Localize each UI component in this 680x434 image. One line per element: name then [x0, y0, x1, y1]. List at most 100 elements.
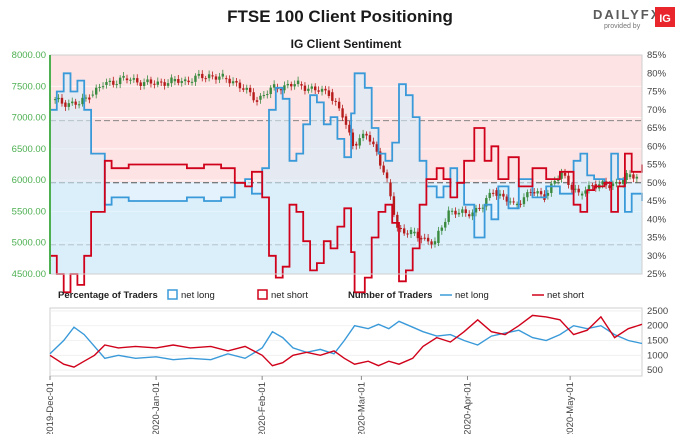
candle-body-70 — [293, 84, 296, 87]
left-axis-ticks: 4500.00 5000.00 5500.00 6000.00 6500.00 7000.… — [12, 50, 46, 280]
legend-pct-short-swatch — [257, 289, 268, 300]
candle-body-59 — [255, 100, 259, 102]
left-tick-label-3: 6000.00 — [12, 175, 46, 186]
candle-body-86 — [348, 124, 351, 133]
right-tick-label-11: 80% — [647, 68, 667, 79]
lower-tick-label-1: 1000 — [647, 350, 668, 361]
candle-body-85 — [344, 116, 348, 125]
candle-body-88 — [355, 143, 358, 146]
candle-body-77 — [317, 90, 320, 92]
candle-body-62 — [266, 94, 269, 96]
lower-tick-label-2: 1500 — [647, 336, 668, 347]
candle-body-72 — [300, 84, 303, 86]
candle-body-14 — [101, 86, 105, 88]
candle-body-165 — [618, 181, 621, 184]
right-tick-label-3: 40% — [647, 214, 667, 225]
candle-body-135 — [515, 203, 519, 206]
candle-body-108 — [423, 237, 426, 239]
lower-gridlines — [50, 310, 642, 371]
candle-body-97 — [385, 172, 389, 179]
legend: Percentage of Traders net long net short… — [58, 289, 584, 301]
candle-body-56 — [245, 87, 248, 90]
candle-body-156 — [587, 185, 591, 191]
candle-body-93 — [372, 141, 375, 145]
ig-logo-text: IG — [659, 13, 671, 25]
right-tick-label-4: 45% — [647, 196, 667, 207]
candle-body-120 — [464, 209, 467, 214]
candle-body-69 — [290, 83, 293, 87]
candle-body-2 — [60, 97, 64, 104]
candle-body-39 — [187, 80, 190, 83]
candle-body-55 — [242, 88, 245, 90]
candle-body-150 — [567, 175, 570, 185]
candle-body-74 — [307, 88, 310, 91]
candle-body-130 — [498, 193, 502, 196]
candle-body-78 — [320, 88, 324, 92]
candle-body-148 — [560, 171, 563, 179]
right-tick-label-1: 30% — [647, 251, 667, 262]
candle-body-81 — [331, 92, 334, 101]
candle-body-46 — [211, 75, 214, 77]
candle-body-101 — [399, 228, 402, 230]
candle-body-96 — [382, 165, 385, 173]
candle-body-139 — [529, 192, 532, 194]
candle-body-114 — [444, 221, 447, 228]
candle-body-67 — [283, 85, 286, 91]
candle-body-92 — [368, 135, 372, 142]
price-candles — [53, 69, 639, 249]
candle-body-0 — [53, 99, 57, 101]
candle-body-17 — [112, 80, 115, 85]
candle-body-35 — [173, 79, 177, 82]
lower-panel-border — [49, 307, 643, 377]
candle-body-41 — [194, 75, 197, 82]
candle-body-38 — [183, 79, 187, 82]
candle-body-57 — [248, 87, 252, 93]
right-axis-ticks: 25% 30% 35% 40% 45% 50% 55% 60% 65% 70% 75% 80% 85% — [647, 50, 667, 280]
lower-axis-ticks: 500 1000 1500 2000 2500 — [647, 306, 668, 376]
candle-body-115 — [447, 210, 450, 222]
candle-body-54 — [238, 82, 242, 89]
candle-body-4 — [67, 103, 71, 107]
candle-body-144 — [546, 192, 550, 196]
candle-body-60 — [259, 95, 262, 100]
x-tick-label-0: 2019-Dec-01 — [45, 382, 56, 434]
candle-body-48 — [218, 76, 221, 80]
candle-body-9 — [84, 97, 88, 99]
candle-body-16 — [108, 80, 112, 82]
candle-body-28 — [149, 79, 153, 84]
candle-body-131 — [502, 193, 505, 197]
candle-body-66 — [279, 89, 283, 91]
candle-body-25 — [139, 82, 142, 86]
candle-body-10 — [88, 97, 91, 100]
candle-body-100 — [396, 214, 399, 228]
candle-body-34 — [170, 77, 173, 84]
legend-num-long-label: net long — [455, 290, 489, 301]
legend-pct-long-swatch — [167, 289, 178, 300]
ig-logo-icon — [655, 7, 675, 27]
candle-body-151 — [570, 184, 574, 190]
net-long-percentage-line — [50, 72, 643, 239]
candle-body-19 — [118, 77, 122, 85]
candle-body-27 — [146, 79, 149, 83]
candle-body-90 — [361, 133, 365, 139]
candle-body-154 — [580, 193, 584, 196]
candle-body-152 — [574, 188, 577, 190]
legend-number-title: Number of Traders — [348, 290, 432, 301]
dailyfx-logo-text: DAILYFX — [593, 7, 661, 22]
candle-body-136 — [519, 203, 522, 205]
candle-body-141 — [536, 191, 539, 194]
lower-tick-label-0: 500 — [647, 365, 663, 376]
candle-body-5 — [71, 101, 74, 104]
candle-body-29 — [153, 83, 156, 85]
candle-body-164 — [615, 181, 618, 184]
candle-body-145 — [550, 183, 553, 193]
candle-body-170 — [635, 176, 639, 179]
candle-body-138 — [526, 192, 529, 198]
candle-body-58 — [252, 92, 255, 101]
candle-body-155 — [584, 190, 587, 194]
candle-body-121 — [467, 214, 471, 217]
lower-tick-label-4: 2500 — [647, 306, 668, 317]
candle-body-50 — [225, 78, 228, 80]
price-sentiment-panel: 4500.00 5000.00 5500.00 6000.00 6500.00 7000.… — [12, 50, 667, 294]
candle-body-169 — [632, 174, 635, 179]
